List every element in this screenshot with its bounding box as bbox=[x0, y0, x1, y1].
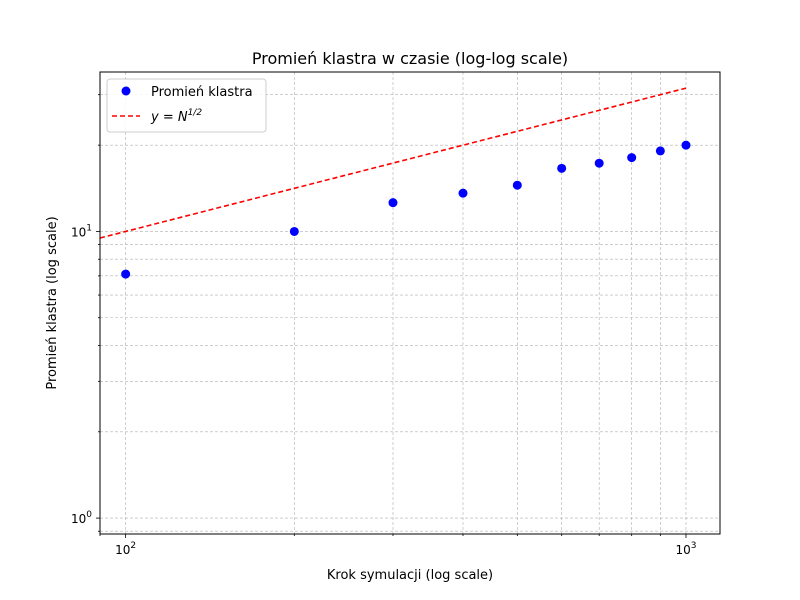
y-tick-label: 100 bbox=[71, 510, 92, 526]
scatter-point bbox=[627, 153, 637, 163]
x-axis-label: Krok symulacji (log scale) bbox=[327, 568, 493, 583]
grid bbox=[99, 72, 720, 534]
scatter-point bbox=[557, 163, 567, 173]
legend-box bbox=[106, 78, 267, 133]
scatter-point bbox=[512, 180, 522, 190]
chart-title: Promień klastra w czasie (log-log scale) bbox=[252, 49, 568, 68]
legend-label-scatter: Promień klastra bbox=[151, 85, 253, 100]
x-tick-label: 103 bbox=[675, 541, 696, 557]
scatter-point bbox=[681, 140, 691, 150]
y-tick-label: 101 bbox=[71, 223, 92, 239]
y-axis-label: Promień klastra (log scale) bbox=[45, 216, 60, 389]
scatter-point bbox=[458, 188, 468, 198]
scatter-point bbox=[594, 158, 604, 168]
legend: Promień klastra y = N1/2 bbox=[106, 78, 267, 133]
scatter-point bbox=[289, 226, 299, 236]
plot-area bbox=[99, 87, 691, 279]
axes-frame bbox=[99, 71, 721, 535]
scatter-point bbox=[388, 198, 398, 208]
x-tick-label: 102 bbox=[115, 541, 136, 557]
legend-label-line: y = N1/2 bbox=[150, 108, 202, 125]
scatter-point bbox=[655, 146, 665, 156]
ticks: 102 103 100 101 bbox=[71, 94, 696, 557]
legend-scatter-marker bbox=[121, 86, 131, 96]
scatter-point bbox=[121, 269, 131, 279]
